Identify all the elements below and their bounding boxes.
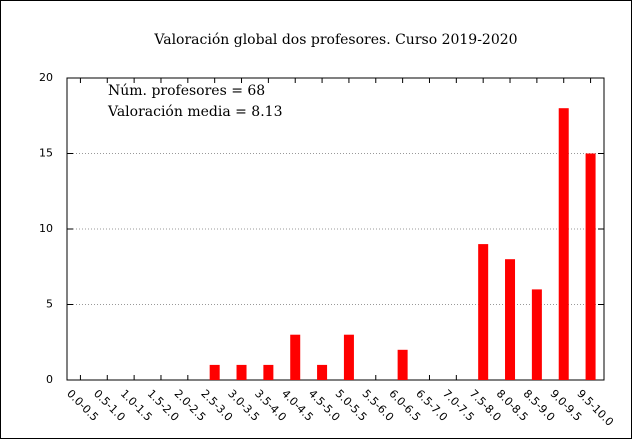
bar <box>585 153 596 380</box>
bar <box>317 364 328 380</box>
bar <box>505 259 516 380</box>
y-tick-label: 5 <box>46 298 53 311</box>
y-tick-label: 10 <box>39 222 53 235</box>
bar <box>209 364 220 380</box>
chart-title: Valoración global dos profesores. Curso … <box>153 32 517 48</box>
bar <box>558 108 569 380</box>
bar <box>478 244 489 380</box>
annotation: Núm. profesores = 68 <box>108 83 265 99</box>
y-tick-label: 20 <box>39 71 53 84</box>
y-tick-label: 15 <box>39 147 53 160</box>
bar <box>343 334 354 380</box>
bar <box>263 364 274 380</box>
plot-area <box>66 77 605 381</box>
bar <box>397 349 408 380</box>
y-tick-label: 0 <box>46 373 53 386</box>
bar <box>236 364 247 380</box>
annotation: Valoración media = 8.13 <box>107 104 282 120</box>
bar <box>531 289 542 380</box>
bar <box>290 334 301 380</box>
